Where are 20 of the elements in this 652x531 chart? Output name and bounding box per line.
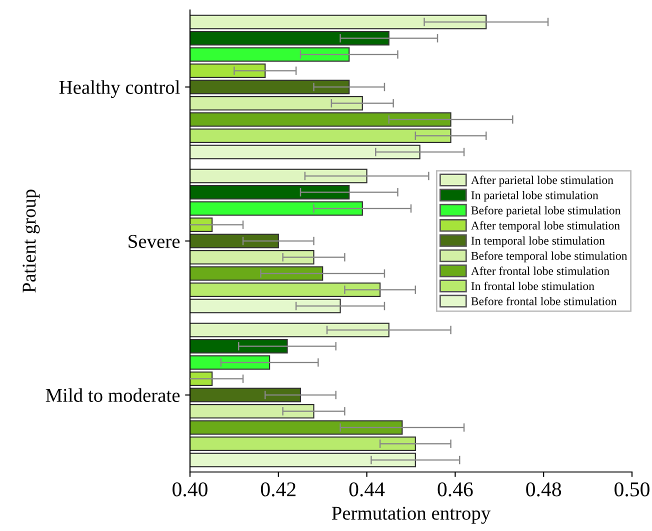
legend-label: After temporal lobe stimulation [471,221,620,232]
legend-label: In parietal lobe stimulation [471,190,598,202]
x-tick-label: 0.46 [438,482,473,496]
x-tick-label: 0.40 [172,482,208,496]
y-axis-title: Patient group [22,190,40,293]
legend-label: After parietal lobe stimulation [471,176,614,187]
x-axis-title: Permutation entropy [332,506,491,524]
legend-label: Before temporal lobe stimulation [471,251,628,262]
legend-label: Before frontal lobe stimulation [471,296,617,306]
legend-label: In frontal lobe stimulation [471,282,594,290]
legend-label: In temporal lobe stimulation [471,236,605,248]
y-tick-label: Mild to moderate [46,388,180,402]
x-tick-label: 0.44 [349,482,385,496]
x-tick-label: 0.50 [614,482,650,496]
x-tick-label: 0.42 [260,482,296,496]
legend-label: After frontal lobe stimulation [471,266,610,275]
legend-label: Before parietal lobe stimulation [471,206,621,217]
y-tick-label: Severe [128,234,180,248]
y-tick-label: Healthy control [59,80,180,98]
x-tick-label: 0.48 [526,482,562,496]
